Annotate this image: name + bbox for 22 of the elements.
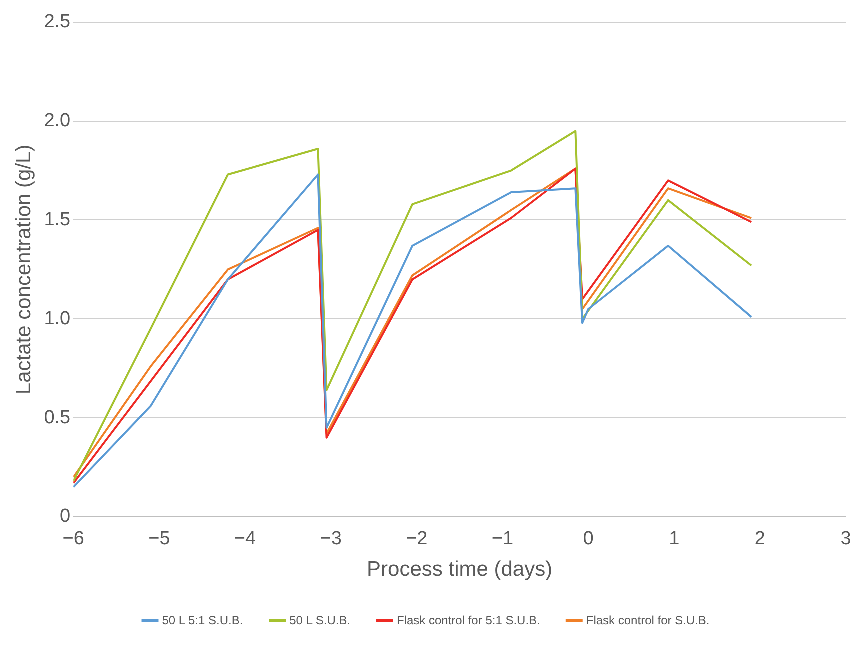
y-tick-label: 2.0 — [44, 110, 71, 132]
y-tick-label: 2.5 — [44, 12, 71, 33]
legend-label: 50 L S.U.B. — [290, 613, 351, 628]
legend-label: Flask control for S.U.B. — [586, 613, 710, 628]
y-tick-label: 0 — [60, 506, 71, 528]
y-tick-label: 1.0 — [44, 308, 71, 330]
y-axis-title: Lactate concentration (g/L) — [12, 144, 36, 395]
x-tick-label: −1 — [492, 528, 514, 550]
x-tick-label: −6 — [62, 528, 84, 550]
x-tick-label: 0 — [583, 528, 594, 550]
x-axis-title: Process time (days) — [367, 558, 553, 582]
x-tick-label: −4 — [234, 528, 257, 550]
x-tick-label: −5 — [148, 528, 170, 550]
y-tick-label: 0.5 — [44, 407, 71, 428]
x-tick-label: −2 — [406, 528, 428, 550]
x-tick-label: 1 — [669, 528, 680, 550]
x-tick-label: −3 — [320, 528, 342, 550]
y-tick-label: 1.5 — [44, 209, 71, 230]
legend-label: 50 L 5:1 S.U.B. — [162, 613, 244, 628]
x-tick-label: 3 — [840, 528, 852, 550]
x-tick-label: 2 — [754, 528, 766, 550]
legend-label: Flask control for 5:1 S.U.B. — [396, 613, 540, 628]
